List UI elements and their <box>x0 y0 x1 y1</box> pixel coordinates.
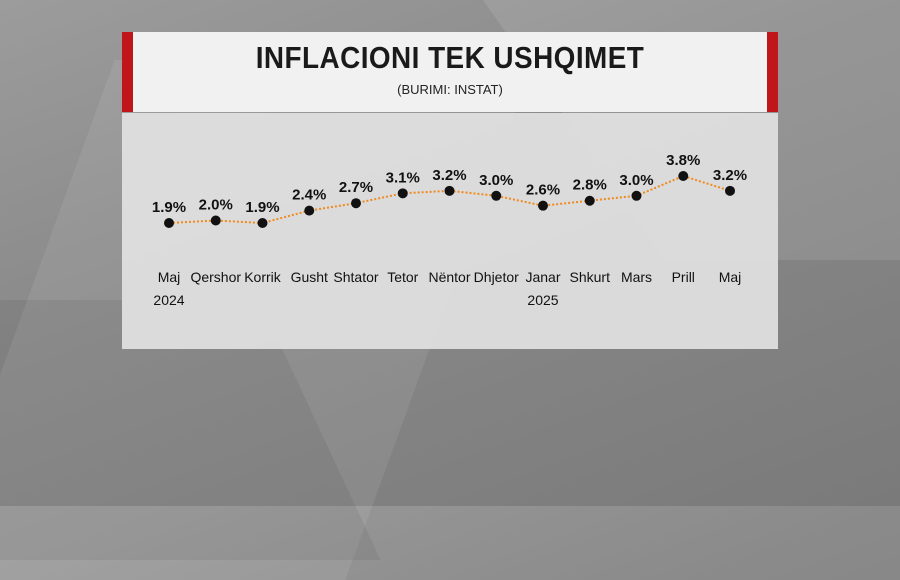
data-point <box>444 185 455 196</box>
data-point <box>351 198 361 209</box>
data-label: 1.9% <box>152 199 186 216</box>
data-point <box>631 190 642 201</box>
x-tick-year-label: 2025 <box>527 292 558 308</box>
x-tick-label: Tetor <box>387 269 418 285</box>
x-tick-label: Qershor <box>190 269 241 285</box>
data-point <box>210 215 221 226</box>
data-point <box>491 190 502 201</box>
accent-bar-right <box>767 32 778 112</box>
chart-title: INFLACIONI TEK USHQIMET <box>255 40 645 75</box>
data-label: 1.9% <box>245 199 279 216</box>
data-point <box>584 195 595 206</box>
data-label: 3.1% <box>386 169 420 186</box>
x-tick-label: Gusht <box>291 269 328 285</box>
x-tick-label: Dhjetor <box>474 269 519 285</box>
data-label: 3.8% <box>666 152 700 169</box>
line-chart: 1.9% Maj 2024 2.0% Qershor 1.9% Korrik 2.4% Gush… <box>152 152 747 308</box>
x-tick-label: Shkurt <box>570 269 611 285</box>
x-tick-label: Janar <box>525 269 560 285</box>
data-label: 3.2% <box>432 167 466 184</box>
x-tick-label: Prill <box>672 269 695 285</box>
x-tick-label: Nëntor <box>428 269 470 285</box>
data-label: 2.4% <box>292 187 326 204</box>
x-tick-label: Mars <box>621 269 652 285</box>
data-point <box>538 200 548 211</box>
x-tick-label: Shtator <box>333 269 378 285</box>
data-label: 3.2% <box>713 167 747 184</box>
data-point <box>257 218 268 228</box>
x-tick-label: Korrik <box>244 269 282 285</box>
x-tick-year-label: 2024 <box>153 292 184 308</box>
chart-panel: 1.9% Maj 2024 2.0% Qershor 1.9% Korrik 2.4% Gush… <box>122 113 778 349</box>
data-point <box>397 188 408 199</box>
title-card: INFLACIONI TEK USHQIMET (BURIMI: INSTAT) <box>122 32 778 112</box>
x-tick-label: Maj <box>158 269 181 285</box>
data-point <box>304 205 315 216</box>
data-point <box>725 185 735 196</box>
data-label: 2.6% <box>526 182 560 199</box>
data-label: 3.0% <box>619 172 653 189</box>
data-label: 3.0% <box>479 172 513 189</box>
data-label: 2.8% <box>573 177 607 194</box>
data-point <box>164 218 174 228</box>
data-point <box>678 171 689 181</box>
x-tick-label: Maj <box>719 269 742 285</box>
accent-bar-left <box>122 32 133 112</box>
data-label: 2.7% <box>339 179 373 196</box>
data-label: 2.0% <box>199 197 233 214</box>
chart-subtitle: (BURIMI: INSTAT) <box>397 82 503 97</box>
